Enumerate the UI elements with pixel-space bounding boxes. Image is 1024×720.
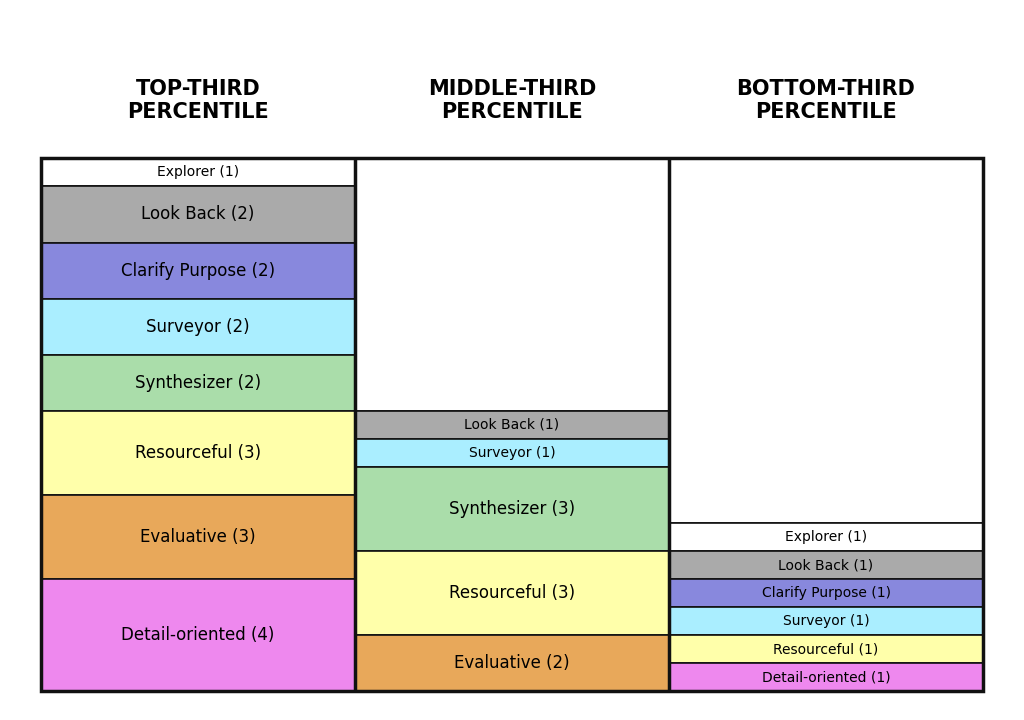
Text: Evaluative (2): Evaluative (2) (455, 654, 569, 672)
Bar (355, 467, 669, 551)
Bar (355, 158, 669, 411)
Bar (41, 495, 355, 579)
Text: MIDDLE-THIRD
PERCENTILE: MIDDLE-THIRD PERCENTILE (428, 79, 596, 122)
Bar (669, 579, 983, 607)
Text: Clarify Purpose (1): Clarify Purpose (1) (762, 586, 891, 600)
Text: Resourceful (1): Resourceful (1) (773, 642, 879, 656)
Text: Detail-oriented (4): Detail-oriented (4) (121, 626, 274, 644)
Bar (669, 663, 983, 691)
Bar (41, 243, 355, 299)
Text: Detail-oriented (1): Detail-oriented (1) (762, 670, 890, 684)
Text: Look Back (2): Look Back (2) (141, 205, 255, 223)
Bar (669, 607, 983, 635)
Bar (41, 411, 355, 495)
Bar (669, 158, 983, 523)
Text: Resourceful (3): Resourceful (3) (135, 444, 261, 462)
Text: Synthesizer (3): Synthesizer (3) (449, 500, 575, 518)
Text: Synthesizer (2): Synthesizer (2) (135, 374, 261, 392)
Bar (41, 355, 355, 411)
Bar (355, 438, 669, 467)
Bar (355, 635, 669, 691)
Bar (41, 158, 355, 186)
Text: Explorer (1): Explorer (1) (785, 530, 867, 544)
Bar (355, 411, 669, 438)
Text: TOP-THIRD
PERCENTILE: TOP-THIRD PERCENTILE (127, 79, 269, 122)
Bar (41, 186, 355, 243)
Bar (669, 551, 983, 579)
Text: Surveyor (1): Surveyor (1) (469, 446, 555, 460)
Text: Clarify Purpose (2): Clarify Purpose (2) (121, 261, 275, 279)
Bar (41, 299, 355, 355)
Text: Resourceful (3): Resourceful (3) (449, 584, 575, 602)
Bar (669, 635, 983, 663)
Text: Look Back (1): Look Back (1) (778, 558, 873, 572)
Text: BOTTOM-THIRD
PERCENTILE: BOTTOM-THIRD PERCENTILE (736, 79, 915, 122)
Text: Evaluative (3): Evaluative (3) (140, 528, 256, 546)
Text: Surveyor (2): Surveyor (2) (146, 318, 250, 336)
Text: Surveyor (1): Surveyor (1) (782, 614, 869, 628)
Text: Explorer (1): Explorer (1) (157, 166, 239, 179)
Text: Look Back (1): Look Back (1) (465, 418, 559, 432)
Bar (669, 523, 983, 551)
Bar (41, 579, 355, 691)
Bar (355, 551, 669, 635)
